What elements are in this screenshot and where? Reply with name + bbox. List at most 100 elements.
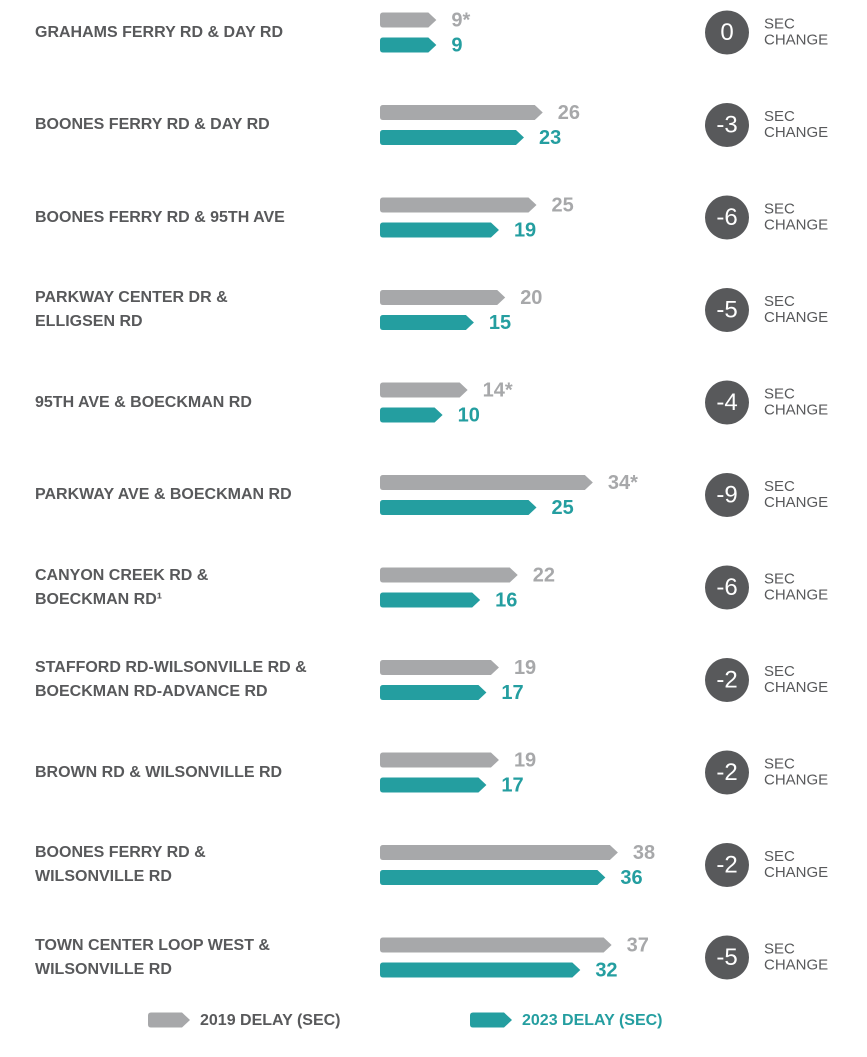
bar [380, 105, 543, 120]
change-unit: SEC [764, 385, 795, 402]
bar [380, 130, 524, 145]
value-label: 36 [620, 867, 642, 889]
value-label: 19 [514, 657, 536, 679]
value-label: 17 [501, 774, 523, 796]
value-label: 9* [451, 9, 470, 31]
change-unit: CHANGE [764, 309, 828, 326]
category-label: BOONES FERRY RD & 95TH AVE [35, 208, 285, 226]
bar [380, 777, 487, 793]
bar [380, 870, 606, 885]
value-label: 20 [520, 287, 542, 309]
value-label: 25 [552, 497, 574, 519]
change-unit: SEC [764, 15, 795, 32]
change-unit: SEC [764, 848, 795, 865]
category-label: PARKWAY AVE & BOECKMAN RD [35, 486, 292, 503]
change-value: 0 [720, 19, 733, 46]
change-value: -5 [716, 296, 737, 323]
value-label: 34* [608, 472, 638, 494]
value-label: 17 [501, 682, 523, 704]
value-label: 25 [552, 194, 574, 216]
value-label: 23 [539, 127, 561, 149]
change-value: -5 [716, 944, 737, 971]
change-circle [705, 195, 749, 240]
change-value: -9 [716, 481, 737, 508]
bar [380, 500, 537, 515]
bar [380, 222, 499, 238]
change-circle [705, 565, 749, 610]
change-unit: SEC [764, 663, 795, 680]
change-unit: CHANGE [764, 494, 828, 511]
value-label: 19 [514, 749, 536, 771]
change-unit: CHANGE [764, 216, 828, 233]
value-label: 22 [533, 564, 555, 586]
value-label: 19 [514, 219, 536, 241]
change-unit: CHANGE [764, 31, 828, 48]
bar [380, 660, 499, 675]
change-unit: SEC [764, 200, 795, 217]
value-label: 14* [483, 379, 513, 401]
category-label: STAFFORD RD-WILSONVILLE RD & BOECKMAN RD… [35, 659, 307, 700]
bar [380, 290, 506, 305]
change-circle [705, 658, 749, 702]
change-value: -2 [716, 759, 737, 786]
bar [380, 315, 474, 330]
value-label: 15 [489, 312, 511, 334]
category-label: BROWN RD & WILSONVILLE RD [35, 763, 283, 781]
bar [380, 475, 593, 490]
change-unit: SEC [764, 293, 795, 310]
change-unit: CHANGE [764, 864, 828, 881]
value-label: 37 [627, 934, 649, 956]
value-label: 9 [451, 34, 462, 56]
bar [380, 845, 618, 860]
category-label: 95TH AVE & BOECKMAN RD [35, 393, 252, 411]
change-value: -6 [716, 204, 737, 231]
value-label: 26 [558, 102, 580, 124]
change-unit: SEC [764, 478, 795, 495]
bar [380, 12, 437, 28]
bar [380, 407, 443, 423]
change-unit: SEC [764, 108, 795, 125]
change-circle [705, 103, 749, 147]
change-unit: SEC [764, 755, 795, 772]
change-value: -2 [716, 666, 737, 693]
change-circle [705, 935, 749, 980]
change-unit: CHANGE [764, 401, 828, 418]
change-circle [705, 473, 749, 517]
change-value: -3 [716, 111, 737, 138]
change-unit: SEC [764, 570, 795, 587]
category-label: BOONES FERRY RD & DAY RD [35, 116, 270, 133]
category-label: GRAHAMS FERRY RD & DAY RD [35, 23, 284, 41]
change-unit: CHANGE [764, 679, 828, 696]
value-label: 38 [633, 842, 655, 864]
category-label: CANYON CREEK RD & BOECKMAN RD¹ [35, 566, 209, 608]
category-label: TOWN CENTER LOOP WEST & WILSONVILLE RD [35, 936, 270, 978]
change-unit: CHANGE [764, 771, 828, 788]
bar [380, 567, 518, 583]
change-value: -6 [716, 574, 737, 601]
change-unit: CHANGE [764, 124, 828, 141]
change-circle [705, 288, 749, 332]
category-label: BOONES FERRY RD & WILSONVILLE RD [35, 844, 206, 885]
legend-swatch [470, 1012, 512, 1028]
legend-label: 2019 DELAY (SEC) [200, 1012, 341, 1029]
value-label: 16 [495, 589, 517, 611]
value-label: 32 [595, 959, 617, 981]
bar [380, 197, 537, 213]
bar [380, 962, 581, 978]
value-label: 10 [458, 404, 480, 426]
change-unit: SEC [764, 940, 795, 957]
bar [380, 382, 468, 398]
change-circle [705, 380, 749, 425]
bar [380, 592, 481, 608]
bar [380, 37, 437, 53]
change-unit: CHANGE [764, 586, 828, 603]
change-unit: CHANGE [764, 956, 828, 973]
change-circle [705, 843, 749, 887]
bar [380, 752, 499, 768]
bar [380, 937, 612, 953]
legend-label: 2023 DELAY (SEC) [522, 1012, 663, 1029]
change-circle [705, 750, 749, 795]
category-label: PARKWAY CENTER DR & ELLIGSEN RD [35, 289, 228, 330]
